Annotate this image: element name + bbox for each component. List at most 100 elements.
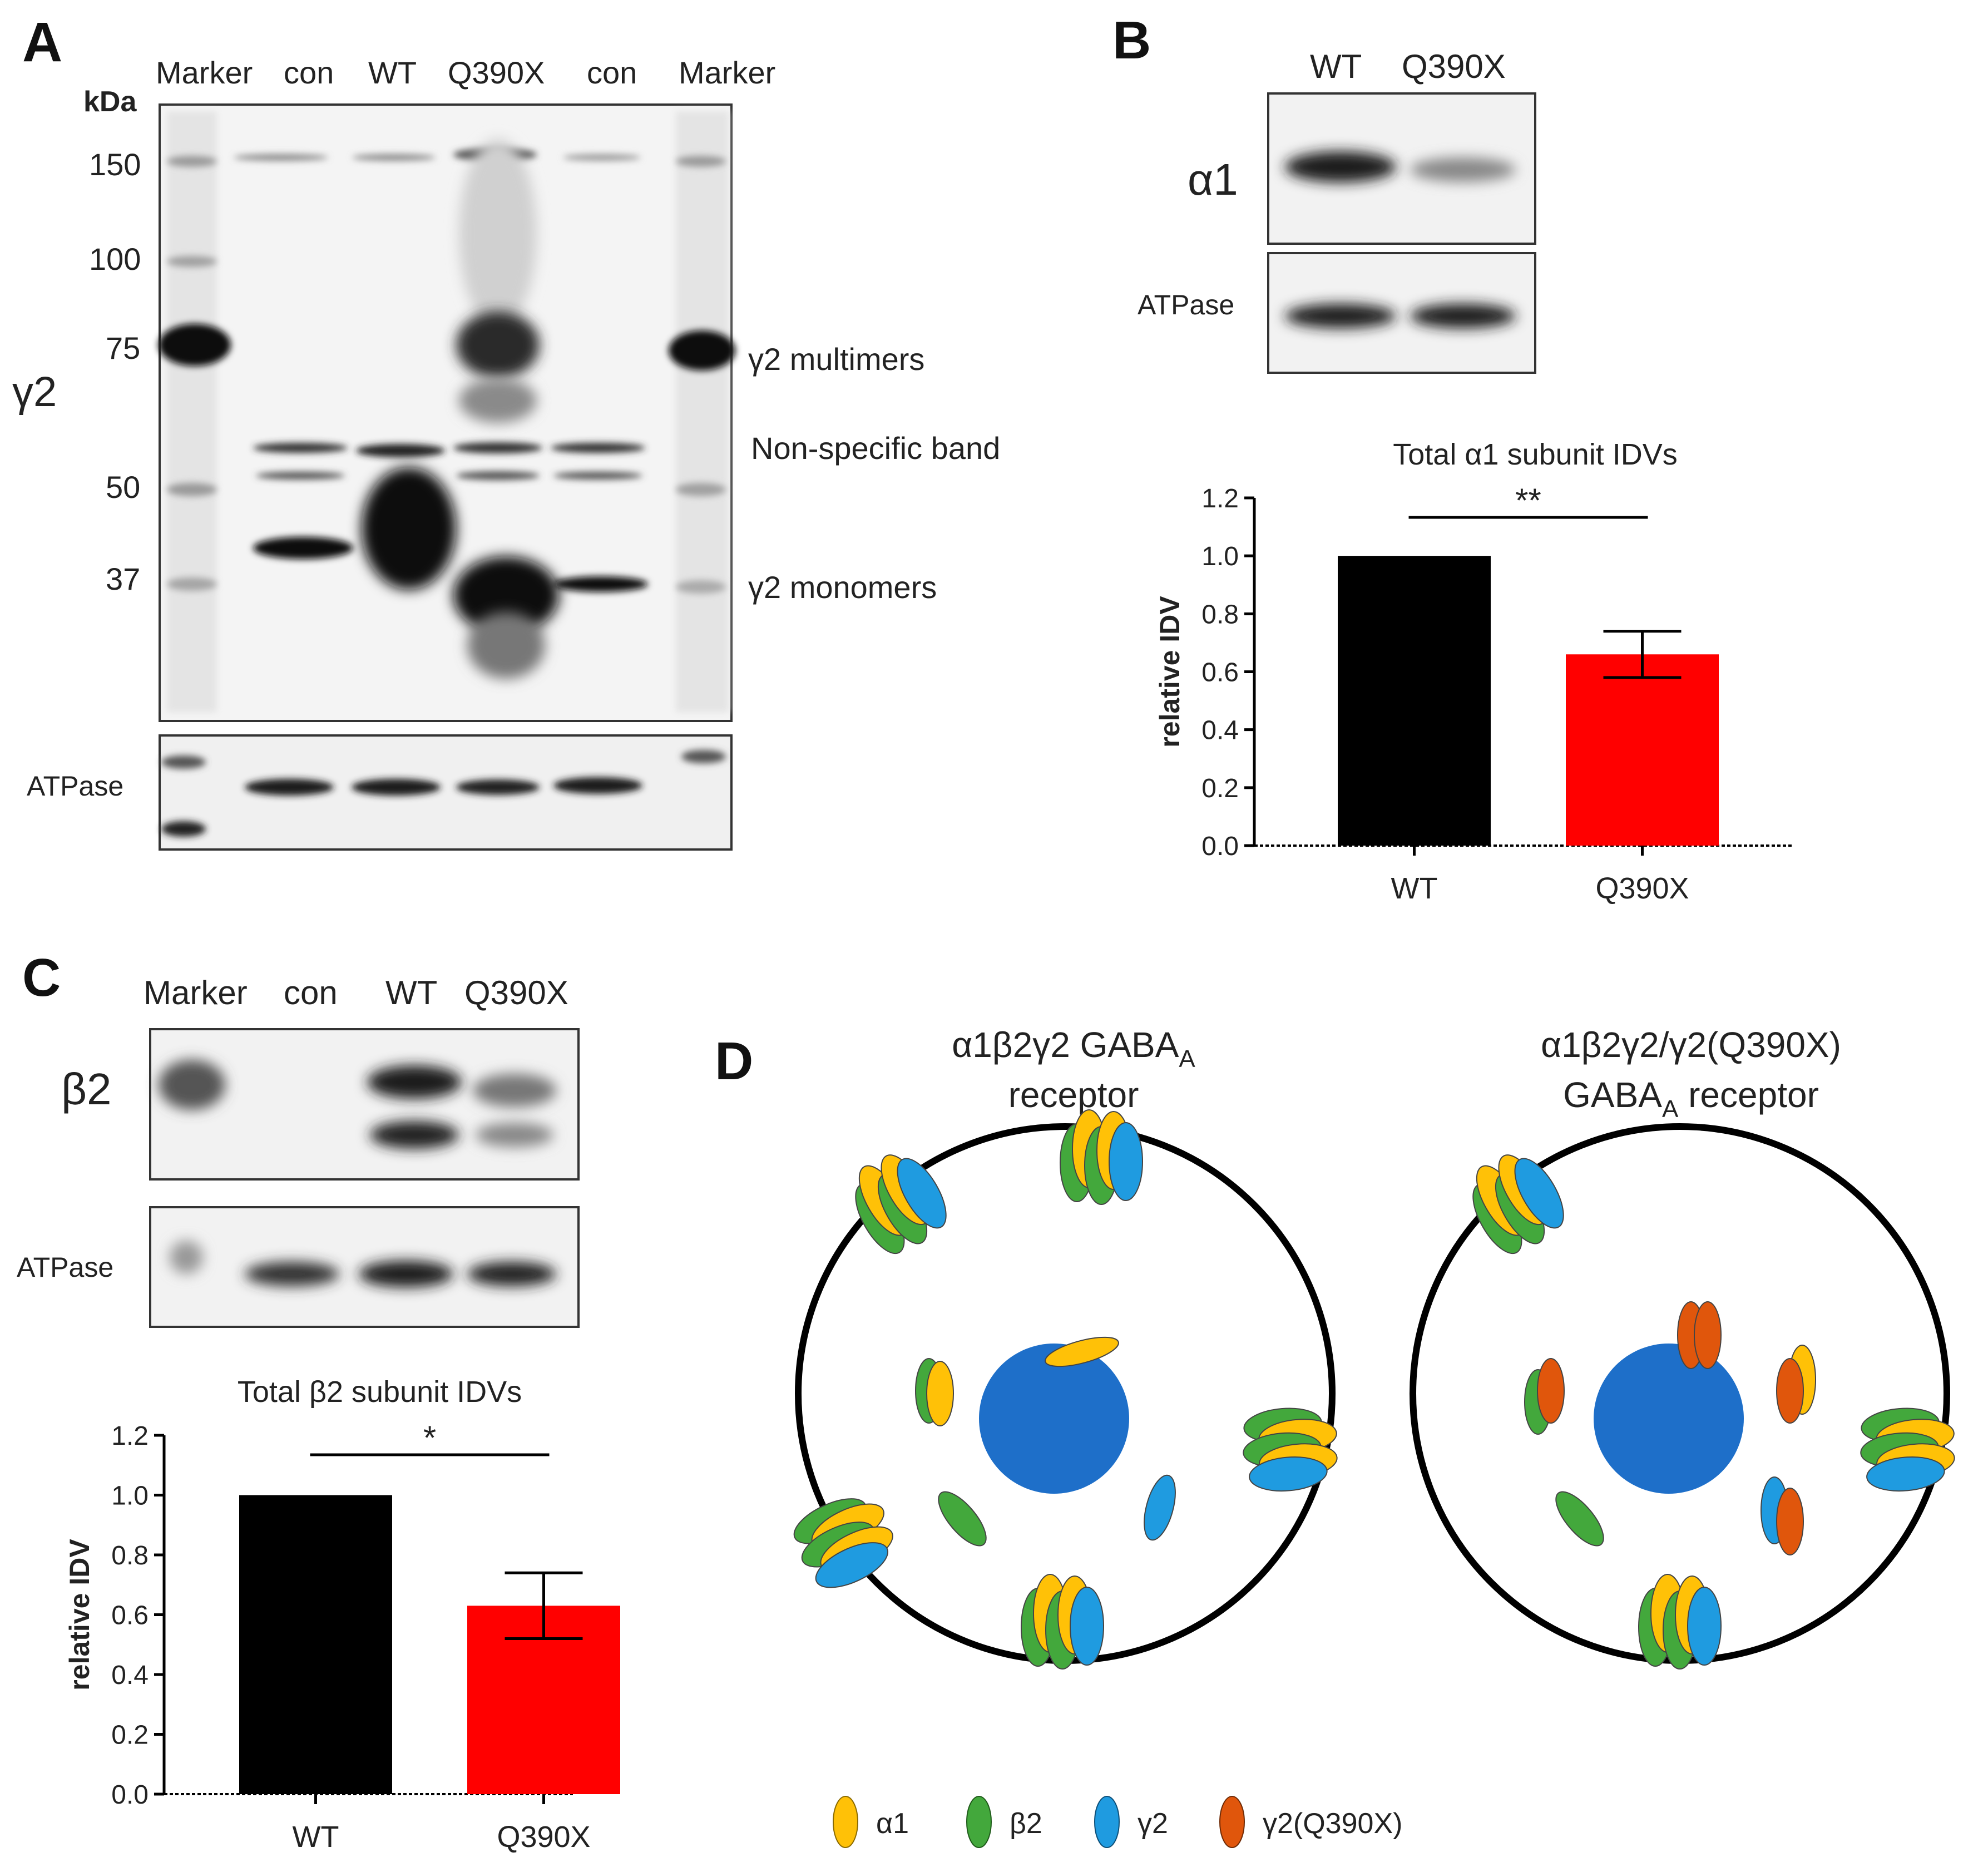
panel-d-left-title-1: α1β2γ2 GABAA xyxy=(952,1025,1195,1073)
chart-b-y-tick-label: 0.2 xyxy=(1201,774,1239,803)
chart-b-title: Total α1 subunit IDVs xyxy=(1393,438,1677,471)
legend-beta2-label: β2 xyxy=(1010,1807,1042,1840)
receptor-pentamer-left xyxy=(1109,1122,1143,1201)
receptor-subunits xyxy=(793,1109,1955,1670)
loading-label-a: ATPase xyxy=(27,771,123,802)
panel-d-right-title-1: α1β2γ2/γ2(Q390X) xyxy=(1541,1025,1841,1065)
loading-label-b: ATPase xyxy=(1138,289,1234,320)
nucleus-left xyxy=(979,1344,1129,1494)
loading-label-c: ATPase xyxy=(17,1252,113,1283)
chart-c-x-tick-label: Q390X xyxy=(497,1820,590,1854)
panel-d: D α1β2γ2 GABAA receptor α1β2γ2/γ2(Q390X)… xyxy=(715,1025,1950,1664)
mw-150: 150 xyxy=(89,147,141,182)
receptor-pentamer-right xyxy=(1514,1158,1564,1229)
lane-label-c-wt: WT xyxy=(385,974,437,1011)
chart-b-y-tick-label: 0.0 xyxy=(1201,832,1239,861)
panel-d-legend: α1 β2 γ2 γ2(Q390X) xyxy=(833,1796,1402,1848)
legend-gamma2-mut-label: γ2(Q390X) xyxy=(1263,1807,1402,1840)
lane-label-con-2: con xyxy=(587,55,637,90)
chart-c-bar-wt xyxy=(239,1495,392,1794)
lane-label-marker-2: Marker xyxy=(679,55,775,90)
chart-b-y-tick-label: 0.8 xyxy=(1201,600,1239,629)
blot-atpase-a xyxy=(159,734,733,851)
chart-b-x-tick-label: Q390X xyxy=(1595,872,1689,905)
lane-label-wt: WT xyxy=(368,55,417,90)
mw-75: 75 xyxy=(106,330,140,366)
legend-gamma2-mut-swatch xyxy=(1219,1796,1245,1848)
intracellular-beta2-left xyxy=(938,1491,987,1547)
chart-b-x-tick-label: WT xyxy=(1391,872,1438,905)
intracellular-alpha1-left xyxy=(926,1361,954,1426)
kda-label: kDa xyxy=(83,86,137,118)
intracellular-gamma2-left xyxy=(1144,1474,1176,1541)
blot-label-alpha1: α1 xyxy=(1188,155,1238,204)
panel-a: A Marker con WT Q390X con Marker kDa 150… xyxy=(12,11,1000,851)
lane-label-c-q390x: Q390X xyxy=(464,974,568,1011)
legend-gamma2-swatch xyxy=(1094,1796,1120,1848)
receptor-pentamer-left xyxy=(1070,1587,1104,1666)
intracellular-gamma2-mut-right xyxy=(1776,1488,1804,1555)
band-label-monomers: γ2 monomers xyxy=(748,570,937,605)
chart-c-y-tick-label: 1.2 xyxy=(111,1421,149,1451)
intracellular-beta2-right xyxy=(1555,1491,1604,1547)
chart-b-bar-q390x xyxy=(1566,654,1719,846)
panel-a-letter: A xyxy=(22,11,62,73)
nucleus-right xyxy=(1594,1344,1744,1494)
chart-b-bar-wt xyxy=(1338,556,1491,846)
receptor-pentamer-right xyxy=(1866,1456,1945,1492)
chart-c-x-tick-label: WT xyxy=(293,1820,339,1854)
chart-b-y-tick-label: 0.6 xyxy=(1201,658,1239,688)
blot-label-gamma2: γ2 xyxy=(12,368,57,416)
chart-b-y-tick-label: 0.4 xyxy=(1201,716,1239,745)
legend-alpha1-label: α1 xyxy=(876,1807,909,1840)
chart-c-y-tick-label: 0.0 xyxy=(111,1780,149,1810)
chart-b-y-tick-label: 1.2 xyxy=(1201,484,1239,513)
panel-c-letter: C xyxy=(22,948,61,1007)
chart-c-y-tick-label: 0.2 xyxy=(111,1721,149,1750)
chart-beta2-idv: Total β2 subunit IDVs 0.0 0.2 0.4 0.6 0.8 1.0 1… xyxy=(64,1375,620,1854)
lane-label-c-marker: Marker xyxy=(144,974,248,1011)
chart-c-y-tick-label: 0.8 xyxy=(111,1541,149,1570)
chart-b-y-tick-label: 1.0 xyxy=(1201,542,1239,571)
receptor-pentamer-left xyxy=(815,1542,889,1588)
lane-label-c-con: con xyxy=(284,974,338,1011)
receptor-pentamer-right xyxy=(1687,1587,1722,1666)
receptor-pentamer-left xyxy=(897,1158,947,1229)
panel-d-letter: D xyxy=(715,1031,753,1091)
band-label-multimers: γ2 multimers xyxy=(748,342,924,377)
legend-gamma2-label: γ2 xyxy=(1138,1807,1168,1840)
lane-label-q390x: Q390X xyxy=(448,55,545,90)
chart-c-y-label: relative IDV xyxy=(64,1539,95,1691)
panel-c: C Marker con WT Q390X β2 ATPase xyxy=(17,948,580,1328)
mw-50: 50 xyxy=(106,470,140,505)
blot-label-beta2: β2 xyxy=(61,1064,112,1114)
intracellular-alpha1-left xyxy=(1045,1336,1119,1367)
panel-d-right-title-2: GABAA receptor xyxy=(1563,1075,1819,1123)
chart-b-significance-label: ** xyxy=(1515,482,1541,519)
intracellular-gamma2-mut-right xyxy=(1537,1358,1565,1424)
legend-beta2-swatch xyxy=(966,1796,992,1848)
mw-100: 100 xyxy=(89,241,141,276)
mw-37: 37 xyxy=(106,561,140,596)
panel-d-left-title-2: receptor xyxy=(1008,1075,1139,1115)
lane-label-marker-1: Marker xyxy=(156,55,253,90)
chart-c-title: Total β2 subunit IDVs xyxy=(238,1375,522,1409)
lane-label-con-1: con xyxy=(284,55,334,90)
chart-c-significance-label: * xyxy=(423,1419,436,1456)
intracellular-gamma2-mut-right xyxy=(1694,1301,1722,1369)
intracellular-gamma2-mut-right xyxy=(1776,1358,1804,1424)
chart-b-y-label: relative IDV xyxy=(1154,596,1185,748)
band-label-nonspecific: Non-specific band xyxy=(751,431,1000,466)
lane-label-b-q390x: Q390X xyxy=(1402,48,1506,85)
chart-c-y-tick-label: 1.0 xyxy=(111,1481,149,1511)
lane-label-b-wt: WT xyxy=(1310,48,1362,85)
panel-b-letter: B xyxy=(1112,11,1151,70)
chart-c-y-tick-label: 0.4 xyxy=(111,1661,149,1690)
blot-gamma2 xyxy=(159,103,733,722)
panel-b: B WT Q390X α1 ATPase xyxy=(1112,11,1536,374)
chart-alpha1-idv: Total α1 subunit IDVs 0.0 0.2 0.4 0.6 0.8 1.0 1… xyxy=(1154,438,1794,905)
receptor-pentamer-left xyxy=(1249,1456,1328,1492)
chart-c-y-tick-label: 0.6 xyxy=(111,1601,149,1631)
legend-alpha1-swatch xyxy=(833,1796,858,1848)
